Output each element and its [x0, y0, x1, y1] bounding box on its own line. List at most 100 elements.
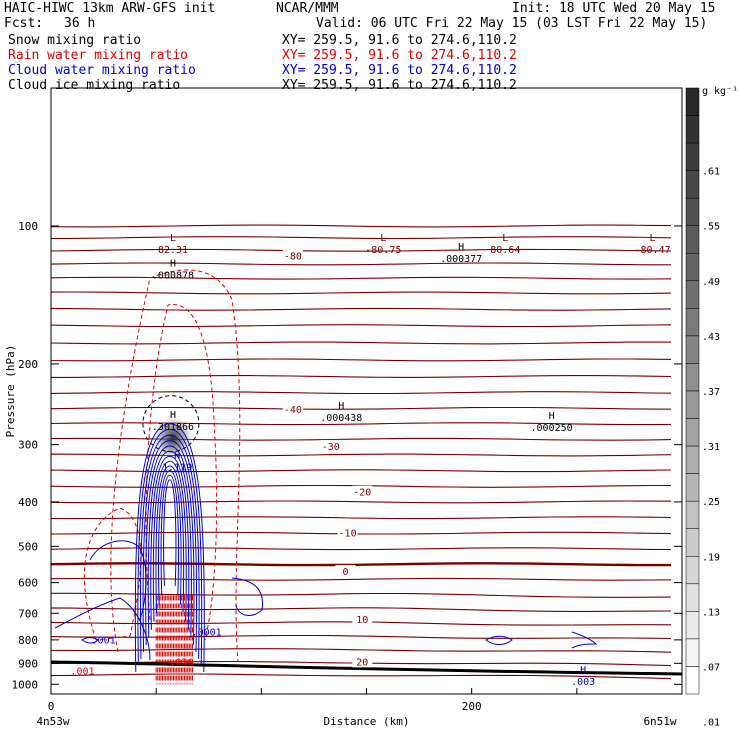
cloud-water-contour [139, 434, 200, 659]
isotherm-label: 20 [356, 657, 368, 668]
isotherm-label-bg [352, 613, 373, 626]
isotherm-label: -30 [322, 442, 340, 453]
legend-cloud-ice-name: Cloud ice mixing ratio [8, 78, 181, 93]
colorbar-tick-label: .49 [702, 277, 720, 288]
cloud-water-contour [160, 474, 180, 596]
valid-time: Valid: 06 UTC Fri 22 May 15 (03 LST Fri … [316, 16, 708, 31]
cloud-water-contour [81, 637, 99, 644]
colorbar-swatch [685, 500, 700, 529]
extremum-letter: H [174, 450, 180, 461]
terrain-line [51, 660, 682, 676]
cloud-water-contour [163, 479, 177, 586]
y-tick-label: 200 [18, 358, 38, 371]
isotherm-label-bg [282, 249, 303, 262]
legend-cloud-ice-xy: XY= 259.5, 91.6 to 274.6,110.2 [282, 78, 517, 93]
extremum-value: .000878 [152, 270, 194, 281]
colorbar-swatch [685, 280, 700, 309]
isotherm-line [51, 406, 672, 410]
extremum-value: .000377 [440, 254, 482, 265]
cloud-water-contour [137, 428, 203, 666]
legend-cloud-water-name: Cloud water mixing ratio [8, 63, 196, 78]
colorbar-swatch [685, 556, 700, 585]
isotherm-label-bg [352, 485, 373, 498]
isotherm-label-bg [335, 564, 356, 577]
colorbar-swatch [685, 445, 700, 474]
colorbar-swatch [685, 87, 700, 116]
contour-value-label: .001 [92, 636, 116, 647]
colorbar-swatch [685, 363, 700, 392]
rain-contour [110, 269, 241, 663]
x-endpoint-left: 4n53w [36, 715, 69, 728]
colorbar-swatch [685, 115, 700, 144]
isotherm-line [51, 224, 672, 228]
colorbar-swatch [685, 473, 700, 502]
legend-cloud-water-xy: XY= 259.5, 91.6 to 274.6,110.2 [282, 63, 517, 78]
isotherm-line [51, 262, 671, 266]
colorbar-swatch [685, 335, 700, 364]
extremum-letter: L [650, 233, 656, 244]
isotherm-line [51, 324, 672, 328]
isotherm-label-bg [337, 526, 358, 539]
extremum-letter: H [458, 242, 464, 253]
isotherm-line [51, 341, 671, 345]
colorbar-swatch [685, 225, 700, 254]
rain-contour [83, 507, 142, 641]
isotherm-line [51, 562, 671, 567]
isotherm-label: -20 [353, 488, 371, 499]
extremum-value: .000438 [320, 413, 362, 424]
isotherm-line [51, 307, 672, 311]
y-tick-label: 700 [18, 607, 38, 620]
isotherm-line [51, 547, 672, 551]
colorbar-swatch [685, 197, 700, 226]
colorbar-tick-label: .37 [702, 387, 720, 398]
colorbar-swatch [685, 638, 700, 667]
isotherm-line [51, 291, 672, 295]
isotherm-label: -80 [284, 252, 302, 263]
isotherm-label-bg [352, 655, 373, 668]
colorbar-tick-label: .55 [702, 222, 720, 233]
y-tick-label: 600 [18, 577, 38, 590]
isotherm-line [51, 592, 672, 598]
colorbar-tick-label: .07 [702, 662, 720, 673]
isotherm-label-bg [282, 403, 303, 416]
x-endpoint-right: 6n51w [643, 715, 676, 728]
legend-rain-xy: XY= 259.5, 91.6 to 274.6,110.2 [282, 48, 517, 63]
isotherm-line [51, 453, 672, 457]
extremum-letter: H [549, 411, 555, 422]
extremum-value: 1.119 [162, 462, 192, 473]
cloud-water-contour [150, 455, 190, 630]
colorbar-unit: g kg⁻¹ [702, 86, 738, 97]
cloud-water-contour [145, 445, 195, 645]
extremum-letter: L [380, 233, 386, 244]
legend-snow-name: Snow mixing ratio [8, 33, 142, 48]
extremum-letter: L [502, 233, 508, 244]
cloud-water-contour [152, 460, 187, 622]
y-tick-label: 400 [18, 496, 38, 509]
extremum-value: .003 [571, 677, 595, 688]
colorbar-tick-label: .01 [702, 718, 720, 729]
cloud-water-contour [571, 631, 598, 649]
isotherm-line [51, 391, 672, 395]
init-time: Init: 18 UTC Wed 20 May 15 [512, 1, 716, 16]
y-tick-label: 300 [18, 439, 38, 452]
forecast-hour: 36 h [64, 16, 96, 31]
cloud-water-contour [158, 470, 182, 605]
extremum-letter: H [170, 410, 176, 421]
cloud-water-contour [485, 635, 513, 645]
colorbar-tick-label: .31 [702, 442, 720, 453]
y-tick-label: 900 [18, 657, 38, 670]
colorbar-swatch [685, 390, 700, 419]
isotherm-line [51, 422, 672, 426]
cloud-water-contour [134, 423, 205, 673]
extremum-letter: H [580, 665, 586, 676]
x-tick-label: 0 [48, 700, 55, 713]
legend-rain-name: Rain water mixing ratio [8, 48, 189, 63]
isotherm-line [51, 248, 672, 252]
forecast-label: Fcst: [4, 16, 44, 31]
colorbar-tick-label: .13 [702, 607, 720, 618]
cloud-water-contour [231, 577, 264, 616]
extremum-value: -80.47 [634, 245, 670, 256]
isotherm-line [51, 358, 672, 362]
colorbar-tick-label: .61 [702, 167, 720, 178]
